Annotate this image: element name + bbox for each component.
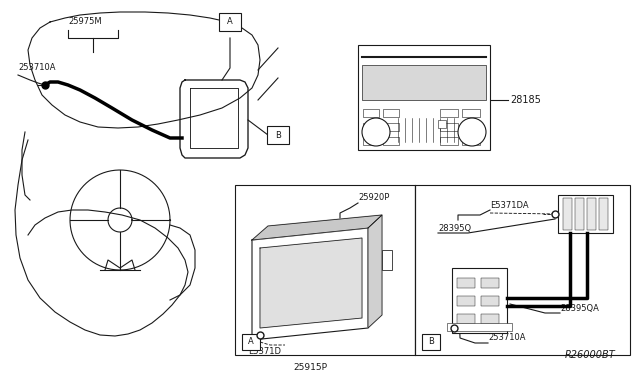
Text: E5371D: E5371D — [248, 347, 281, 356]
Bar — [563, 198, 572, 230]
Bar — [575, 198, 584, 230]
Bar — [440, 123, 458, 131]
Bar — [363, 109, 379, 117]
Polygon shape — [252, 215, 382, 240]
Bar — [362, 65, 486, 100]
Bar — [383, 109, 399, 117]
Bar — [382, 250, 392, 270]
Text: R26000BT: R26000BT — [565, 350, 616, 360]
Text: 253710A: 253710A — [488, 334, 525, 343]
Text: E5371DA: E5371DA — [490, 201, 529, 209]
FancyBboxPatch shape — [267, 126, 289, 144]
Bar — [599, 198, 608, 230]
Text: 28185: 28185 — [510, 95, 541, 105]
Text: 28395Q: 28395Q — [438, 224, 471, 232]
FancyBboxPatch shape — [242, 334, 260, 350]
Text: 253710A: 253710A — [18, 64, 56, 73]
Bar — [440, 109, 458, 117]
Bar — [481, 278, 499, 288]
Bar — [440, 137, 458, 145]
Bar — [457, 314, 475, 324]
Bar — [462, 137, 480, 145]
Text: 28395QA: 28395QA — [560, 304, 599, 312]
Text: B: B — [428, 337, 434, 346]
Bar — [447, 323, 512, 331]
Bar — [415, 185, 630, 355]
Text: A: A — [227, 17, 233, 26]
Text: 25915P: 25915P — [293, 363, 327, 372]
Circle shape — [458, 118, 486, 146]
Bar — [457, 296, 475, 306]
Polygon shape — [368, 215, 382, 328]
Bar — [358, 45, 490, 150]
FancyBboxPatch shape — [422, 334, 440, 350]
Text: 25975M: 25975M — [68, 17, 102, 26]
Bar — [587, 198, 596, 230]
FancyBboxPatch shape — [219, 13, 241, 31]
Text: A: A — [248, 337, 254, 346]
Bar — [457, 278, 475, 288]
Bar — [438, 120, 446, 128]
Bar — [363, 123, 379, 131]
Bar — [452, 268, 507, 333]
Bar — [558, 195, 613, 233]
Bar — [481, 296, 499, 306]
Circle shape — [362, 118, 390, 146]
Text: 25920P: 25920P — [358, 193, 389, 202]
Bar — [383, 123, 399, 131]
Bar — [462, 109, 480, 117]
Bar — [235, 185, 415, 355]
Polygon shape — [260, 238, 362, 328]
Bar — [383, 137, 399, 145]
Bar — [481, 314, 499, 324]
Text: B: B — [275, 131, 281, 140]
Bar — [462, 123, 480, 131]
Bar — [363, 137, 379, 145]
